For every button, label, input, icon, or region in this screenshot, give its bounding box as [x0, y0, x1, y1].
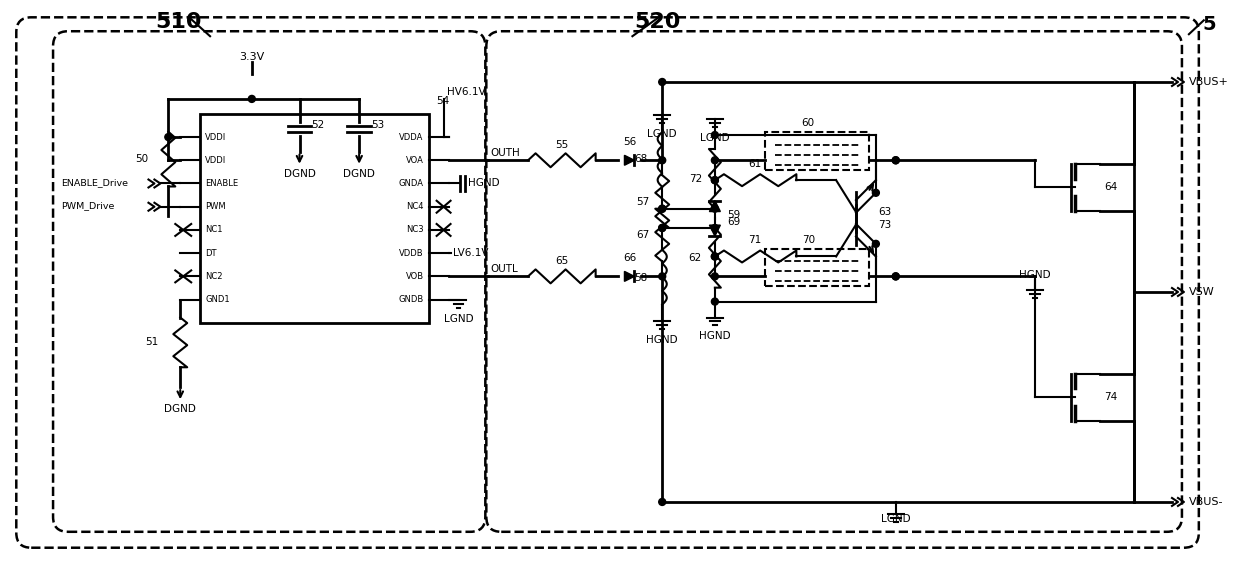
Circle shape [658, 498, 666, 505]
Text: 60: 60 [802, 118, 815, 128]
Text: HV6.1V: HV6.1V [446, 87, 485, 97]
Circle shape [893, 273, 899, 280]
Text: 61: 61 [748, 159, 761, 169]
Circle shape [712, 253, 718, 260]
Text: 56: 56 [622, 138, 636, 147]
Circle shape [658, 273, 666, 280]
Polygon shape [709, 225, 720, 236]
Text: 58: 58 [634, 273, 647, 283]
Text: NC4: NC4 [407, 202, 424, 211]
Bar [765, 132, 869, 170]
Text: OUTL: OUTL [490, 264, 518, 275]
Text: VBUS-: VBUS- [1189, 497, 1224, 507]
Text: GNDB: GNDB [398, 295, 424, 304]
Text: VBUS+: VBUS+ [1189, 77, 1229, 87]
Circle shape [658, 78, 666, 86]
Circle shape [658, 205, 666, 212]
Text: 55: 55 [556, 140, 568, 150]
Circle shape [893, 157, 899, 164]
Text: VDDB: VDDB [399, 248, 424, 258]
Text: HGND: HGND [699, 331, 730, 341]
Text: 5: 5 [1202, 15, 1215, 34]
Text: 54: 54 [436, 96, 450, 106]
Text: NC3: NC3 [405, 226, 424, 235]
Text: 53: 53 [371, 120, 384, 130]
Text: 57: 57 [636, 197, 650, 207]
Text: 510: 510 [155, 13, 202, 33]
Circle shape [658, 157, 666, 164]
Text: LGND: LGND [880, 514, 910, 524]
Text: HGND: HGND [646, 335, 678, 345]
Circle shape [165, 134, 172, 140]
Circle shape [893, 273, 899, 280]
Circle shape [893, 157, 899, 164]
Text: 66: 66 [622, 254, 636, 263]
Text: 520: 520 [634, 13, 681, 33]
Text: DT: DT [205, 248, 217, 258]
Polygon shape [625, 155, 635, 165]
Text: HGND: HGND [469, 179, 500, 188]
Text: DGND: DGND [165, 404, 196, 414]
Text: 50: 50 [135, 154, 149, 164]
Circle shape [658, 224, 666, 231]
Bar [200, 114, 429, 323]
Circle shape [712, 273, 718, 280]
Text: 52: 52 [311, 120, 325, 130]
Polygon shape [625, 271, 635, 282]
Circle shape [873, 190, 879, 196]
Text: 64: 64 [1105, 183, 1117, 192]
Text: VOB: VOB [405, 272, 424, 281]
Text: 69: 69 [727, 216, 740, 227]
Circle shape [658, 224, 666, 231]
Text: 62: 62 [688, 253, 702, 263]
Polygon shape [709, 200, 720, 211]
Text: 70: 70 [802, 235, 815, 244]
Text: ENABLE: ENABLE [205, 179, 238, 188]
Text: 71: 71 [748, 235, 761, 244]
Text: VDDI: VDDI [205, 132, 227, 142]
Circle shape [658, 205, 666, 212]
Circle shape [712, 176, 718, 184]
Text: NC1: NC1 [205, 226, 223, 235]
Text: HGND: HGND [1019, 270, 1050, 280]
Text: PWM: PWM [205, 202, 226, 211]
Text: LGND: LGND [647, 129, 677, 139]
Text: GND1: GND1 [205, 295, 229, 304]
Text: 68: 68 [634, 154, 647, 164]
Text: ENABLE_Drive: ENABLE_Drive [61, 178, 128, 187]
Text: 59: 59 [727, 210, 740, 220]
Circle shape [712, 224, 718, 231]
Text: 72: 72 [688, 174, 702, 184]
Circle shape [712, 131, 718, 139]
Circle shape [712, 298, 718, 305]
Text: 3.3V: 3.3V [239, 52, 264, 62]
Circle shape [712, 176, 718, 184]
Text: VOA: VOA [405, 156, 424, 165]
Text: 74: 74 [1105, 392, 1117, 403]
Text: VSW: VSW [1189, 287, 1215, 297]
Text: LV6.1V: LV6.1V [453, 248, 489, 258]
Circle shape [712, 205, 718, 212]
Bar [765, 248, 869, 286]
Text: DGND: DGND [343, 168, 374, 179]
Text: 73: 73 [878, 220, 892, 230]
Text: NC2: NC2 [205, 272, 223, 281]
Circle shape [873, 240, 879, 247]
Text: 51: 51 [145, 337, 159, 347]
Text: OUTH: OUTH [490, 148, 520, 158]
Circle shape [248, 95, 255, 102]
Circle shape [712, 157, 718, 164]
Circle shape [712, 253, 718, 260]
Text: LGND: LGND [444, 313, 474, 324]
Text: DGND: DGND [284, 168, 315, 179]
Text: PWM_Drive: PWM_Drive [61, 201, 114, 210]
Text: 67: 67 [636, 230, 650, 240]
Text: GNDA: GNDA [399, 179, 424, 188]
Text: VDDA: VDDA [399, 132, 424, 142]
Text: 63: 63 [878, 207, 892, 217]
Text: VDDI: VDDI [205, 156, 227, 165]
Text: LGND: LGND [701, 133, 729, 143]
Text: 65: 65 [556, 256, 568, 267]
